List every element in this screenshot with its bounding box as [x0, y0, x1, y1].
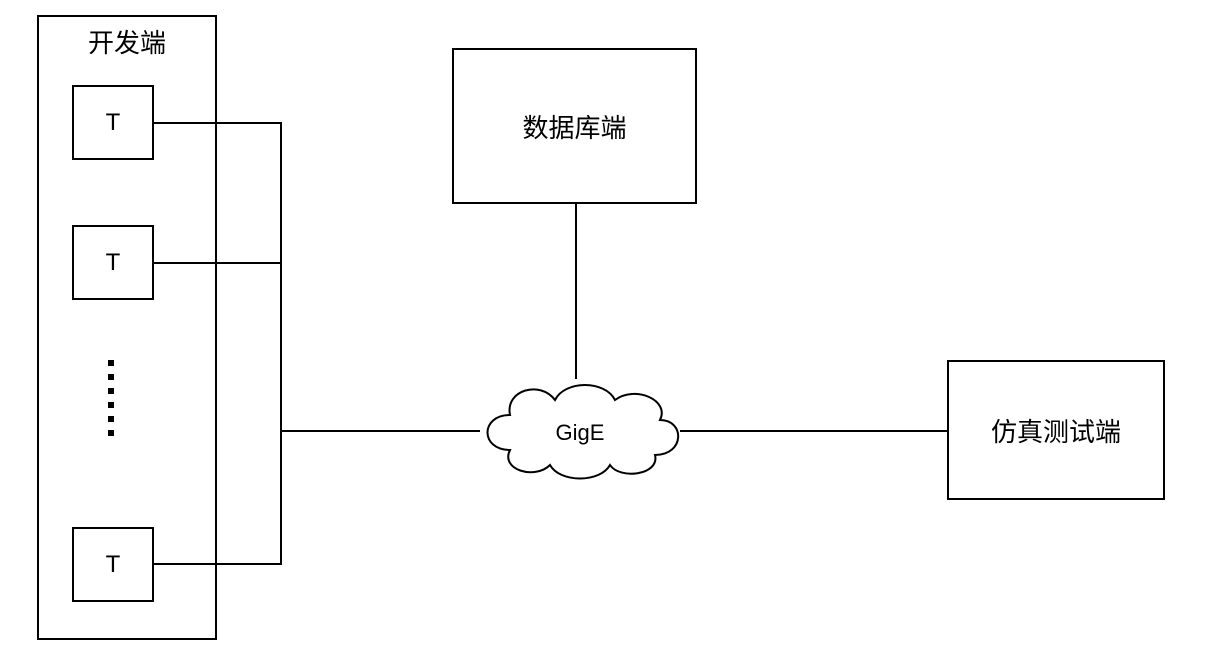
edge-cloud-sim [680, 430, 947, 432]
simtest-node: 仿真测试端 [947, 360, 1165, 500]
database-node: 数据库端 [452, 48, 697, 204]
edge-t2-bus [154, 262, 282, 264]
terminal-2-label: T [106, 249, 121, 277]
terminal-2: T [72, 225, 154, 300]
terminal-ellipsis [108, 360, 114, 436]
cloud-node: GigE [465, 365, 695, 495]
edge-t3-bus [154, 563, 282, 565]
edge-bus-vertical [280, 122, 282, 565]
simtest-label: 仿真测试端 [991, 412, 1121, 449]
terminal-3-label: T [106, 551, 121, 579]
dev-container-label: 开发端 [88, 23, 166, 60]
edge-db-cloud [575, 204, 577, 379]
cloud-label: GigE [556, 420, 605, 445]
edge-t1-bus [154, 122, 282, 124]
terminal-1-label: T [106, 109, 121, 137]
edge-bus-cloud [280, 430, 480, 432]
terminal-3: T [72, 527, 154, 602]
terminal-1: T [72, 85, 154, 160]
database-label: 数据库端 [522, 108, 626, 145]
